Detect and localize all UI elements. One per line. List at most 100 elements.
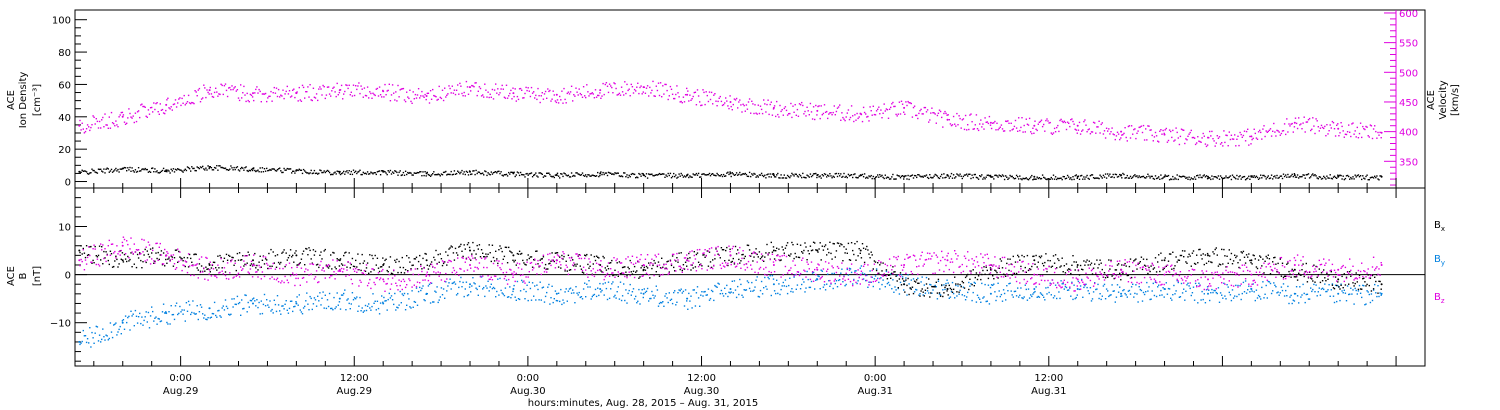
bx-dot	[401, 256, 403, 259]
density-dot	[417, 172, 420, 174]
velocity-dot	[168, 107, 170, 109]
velocity-dot	[895, 113, 897, 116]
bx-dot	[793, 257, 795, 260]
bx-dot	[1172, 251, 1174, 253]
by-dot	[296, 296, 298, 298]
velocity-dot	[142, 105, 144, 108]
velocity-dot-point	[338, 89, 341, 92]
velocity-dot	[1041, 125, 1044, 128]
bx-dot	[655, 271, 657, 273]
bx-dot	[753, 256, 755, 258]
velocity-dot	[703, 91, 705, 94]
bx-dot	[703, 254, 705, 256]
by-dot	[1276, 292, 1278, 294]
bx-dot	[964, 276, 967, 279]
velocity-dot	[141, 103, 143, 105]
bx-dot	[1096, 259, 1098, 261]
density-dot	[139, 170, 141, 172]
velocity-dot	[951, 124, 954, 126]
density-dot	[1228, 176, 1230, 178]
velocity-dot	[907, 100, 909, 103]
density-dot	[493, 171, 496, 173]
velocity-dot	[215, 87, 217, 89]
density-dot	[901, 175, 904, 177]
bx-dot	[174, 249, 177, 251]
velocity-dot	[1273, 122, 1275, 125]
bx-dot	[100, 259, 102, 261]
velocity-dot	[1064, 121, 1067, 124]
velocity-dot	[471, 84, 473, 87]
velocity-dot	[1071, 118, 1073, 120]
velocity-dot	[595, 96, 598, 98]
velocity-dot	[1270, 135, 1273, 137]
velocity-dot	[678, 96, 680, 98]
velocity-dot	[597, 94, 599, 97]
velocity-dot	[172, 103, 175, 106]
by-dot	[400, 302, 402, 304]
by-dot	[1312, 288, 1314, 291]
density-dot	[119, 168, 121, 170]
density-dot	[831, 177, 833, 179]
velocity-dot	[1038, 121, 1041, 123]
bx-dot	[79, 251, 81, 254]
bx-dot	[658, 275, 661, 277]
bx-dot	[1129, 258, 1132, 260]
velocity-dot	[400, 88, 402, 90]
density-dot	[500, 171, 502, 173]
bx-dot	[264, 258, 267, 260]
density-dot	[1060, 177, 1062, 179]
velocity-dot	[869, 106, 871, 108]
velocity-dot	[1250, 143, 1252, 145]
by-dot	[919, 293, 921, 295]
velocity-dot	[735, 97, 738, 100]
velocity-dot	[1254, 132, 1256, 135]
time-tick-label: 12:00	[687, 373, 716, 384]
velocity-dot	[839, 104, 841, 106]
by-dot	[171, 314, 173, 316]
velocity-dot	[91, 124, 93, 126]
density-dot	[1138, 175, 1140, 177]
density-dot	[186, 166, 189, 168]
bx-dot	[113, 265, 115, 268]
bx-dot	[1073, 261, 1075, 263]
bx-dot	[625, 271, 627, 273]
velocity-dot	[1154, 131, 1157, 134]
velocity-dot	[1267, 130, 1269, 133]
velocity-dot	[792, 105, 794, 107]
bx-dot	[614, 269, 616, 271]
density-dot	[222, 167, 224, 169]
bx-dot	[1174, 265, 1176, 267]
velocity-dot	[593, 97, 596, 99]
density-dot	[249, 170, 252, 172]
by-dot	[1140, 289, 1143, 292]
velocity-dot	[516, 95, 519, 98]
bx-dot	[344, 252, 346, 254]
by-dot	[1141, 300, 1144, 302]
bx-dot	[272, 251, 274, 253]
velocity-dot	[753, 112, 755, 115]
by-dot	[96, 326, 99, 328]
bx-dot	[861, 243, 864, 245]
velocity-dot	[687, 90, 689, 92]
by-dot	[916, 289, 918, 291]
by-dot	[954, 297, 956, 299]
by-dot	[594, 288, 597, 291]
velocity-dot	[1062, 121, 1064, 124]
velocity-dot	[1143, 139, 1146, 141]
by-dot	[833, 272, 835, 275]
velocity-dot	[576, 91, 578, 93]
bx-dot	[178, 250, 180, 253]
velocity-dot	[1307, 119, 1310, 121]
bx-dot	[108, 263, 110, 266]
density-dot	[215, 167, 217, 169]
by-dot	[307, 303, 309, 305]
velocity-dot	[1127, 125, 1130, 128]
by-dot	[177, 313, 179, 316]
density-dot	[535, 172, 537, 174]
bx-dot	[1203, 263, 1205, 266]
by-dot	[731, 280, 733, 282]
by-dot	[1326, 290, 1328, 293]
velocity-dot	[1224, 141, 1226, 144]
density-dot	[145, 168, 147, 171]
velocity-dot	[1277, 130, 1279, 132]
